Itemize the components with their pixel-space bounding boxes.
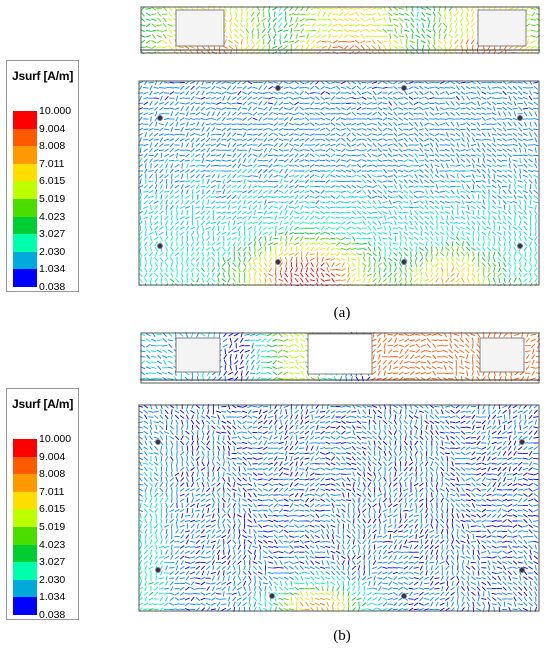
legend-swatch (13, 111, 37, 129)
legend-swatch (13, 439, 37, 457)
legend-swatch (13, 234, 37, 252)
caption-a: (a) (333, 305, 351, 321)
legend-tick: 4.023 (39, 538, 66, 551)
legend-swatch (13, 544, 37, 563)
legend-tick: 9.004 (39, 122, 66, 135)
caption-b: (b) (333, 628, 351, 644)
legend-tick: 8.008 (39, 140, 66, 153)
legend-swatch (13, 474, 37, 492)
legend-tick: 10.000 (39, 433, 72, 445)
legend-tick: 3.027 (39, 228, 66, 241)
panel-b-side-view (140, 332, 540, 384)
panel-b-plan-view (138, 404, 540, 612)
legend-swatch (13, 562, 37, 580)
legend-tick: 7.011 (39, 157, 65, 170)
legend-tick: 9.004 (39, 450, 66, 463)
legend-swatch (13, 509, 37, 527)
legend-swatch (13, 198, 37, 217)
legend-tick: 6.015 (39, 503, 66, 516)
legend-swatch (13, 456, 37, 475)
legend-tick: 0.038 (39, 609, 66, 621)
legend-swatch (13, 163, 37, 182)
legend-tick: 7.011 (39, 485, 65, 498)
legend-tick: 8.008 (39, 468, 66, 481)
legend-tick: 2.030 (39, 245, 66, 258)
legend-tick: 2.030 (39, 573, 66, 586)
legend-tick: 1.034 (39, 263, 66, 276)
legend-swatch (13, 269, 37, 287)
legend-tick: 5.019 (39, 521, 66, 533)
legend-tick: 10.000 (39, 105, 72, 117)
legend-swatch (13, 251, 37, 270)
legend-b: Jsurf [A/m] 10.000 9.004 8.008 7.011 6.0… (6, 388, 79, 621)
legend-tick: 3.027 (39, 556, 66, 569)
legend-a: Jsurf [A/m] 10.000 9.004 8.008 7.011 6.0… (6, 60, 79, 293)
legend-swatch (13, 146, 37, 164)
legend-tick: 6.015 (39, 175, 66, 188)
legend-colorbar (13, 111, 37, 287)
legend-swatch (13, 128, 37, 147)
panel-a-plan-view (138, 80, 540, 286)
legend-swatch (13, 491, 37, 510)
legend-swatch (13, 579, 37, 598)
legend-tick: 5.019 (39, 193, 66, 205)
legend-swatch (13, 181, 37, 199)
legend-colorbar (13, 439, 37, 615)
legend-tick: 0.038 (39, 281, 66, 293)
legend-tick: 1.034 (39, 591, 66, 604)
legend-title: Jsurf [A/m] (12, 397, 74, 411)
legend-swatch (13, 526, 37, 545)
legend-tick: 4.023 (39, 210, 66, 223)
legend-swatch (13, 597, 37, 615)
legend-title: Jsurf [A/m] (12, 69, 74, 83)
panel-a-side-view (140, 6, 540, 54)
legend-swatch (13, 216, 37, 235)
